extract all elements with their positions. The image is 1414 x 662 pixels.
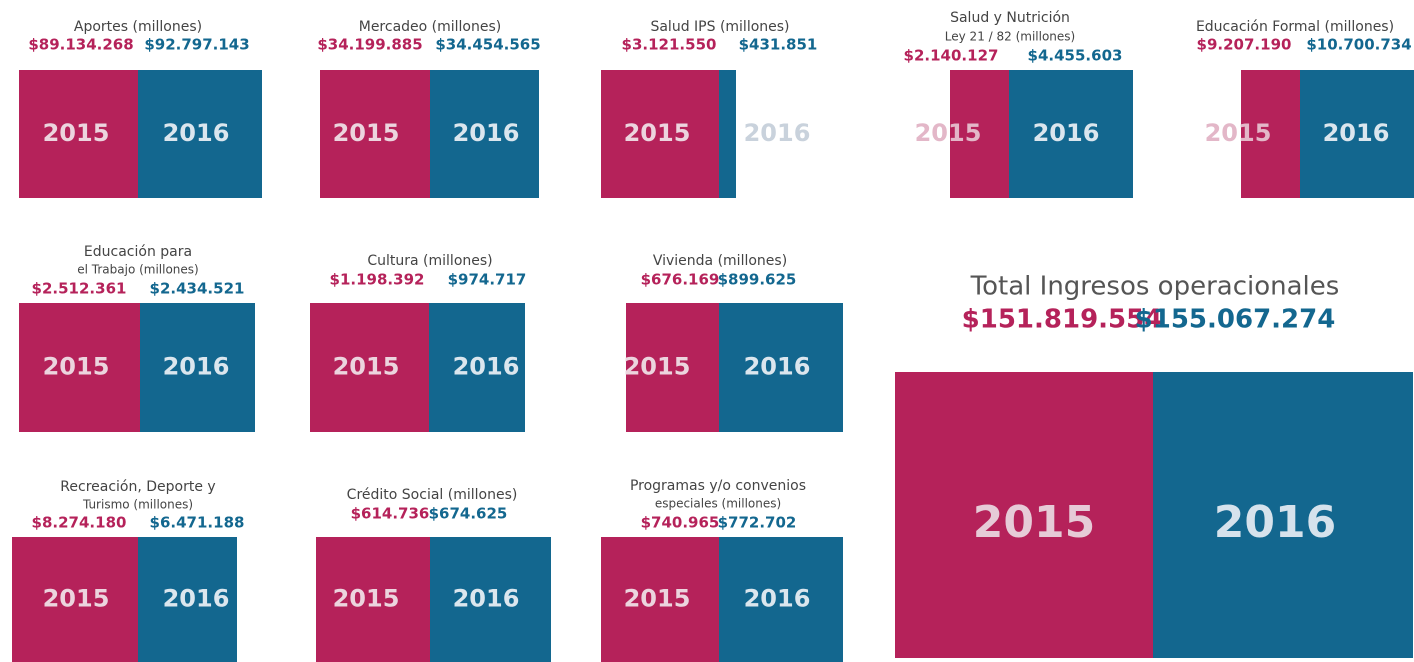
value-label: $8.274.180 [32,514,127,532]
bar-2016 [140,303,255,432]
bar-2016 [138,537,237,662]
year-label: 2016 [163,119,230,147]
bar-2015 [19,70,138,198]
value-label: $676.169 [641,271,720,289]
value-label: $674.625 [429,505,508,523]
year-label: 2015 [624,585,691,613]
year-label: 2016 [453,119,520,147]
value-label: $6.471.188 [150,514,245,532]
total-year-label: 2015 [973,497,1095,548]
value-label: $614.736 [351,505,430,523]
year-label: 2016 [1323,119,1390,147]
year-label: 2015 [333,353,400,381]
bar-2015 [316,537,430,662]
total-value: $151.819.554 [962,305,1163,335]
year-label: 2016 [1033,119,1100,147]
year-label: 2015 [915,119,982,147]
value-label: $772.702 [718,514,797,532]
panel-title: Cultura (millones) [367,253,492,269]
total-title: Total Ingresos operacionales [970,272,1340,302]
value-label: $431.851 [739,36,818,54]
year-label: 2016 [744,585,811,613]
panel-title: Salud IPS (millones) [650,19,789,35]
bar-2016 [430,537,551,662]
value-label: $92.797.143 [144,36,249,54]
value-label: $2.140.127 [904,47,999,65]
bar-2016 [1300,70,1414,198]
value-label: $34.454.565 [435,36,540,54]
panel-title: Mercadeo (millones) [359,19,502,35]
bar-2015 [1241,70,1300,198]
value-label: $34.199.885 [317,36,422,54]
bar-2016 [138,70,262,198]
value-label: $899.625 [718,271,797,289]
bar-2016 [719,70,736,198]
year-label: 2015 [43,585,110,613]
panel-title: Ley 21 / 82 (millones) [945,30,1075,44]
value-label: $740.965 [641,514,720,532]
year-label: 2016 [744,119,811,147]
value-label: $4.455.603 [1028,47,1123,65]
year-label: 2016 [453,353,520,381]
total-bar-2015 [895,372,1153,658]
value-label: $2.512.361 [32,280,127,298]
value-label: $89.134.268 [28,36,133,54]
panel-title: Educación Formal (millones) [1196,19,1394,35]
year-label: 2015 [333,119,400,147]
year-label: 2015 [333,585,400,613]
bar-2015 [19,303,140,432]
bar-2015 [601,537,719,662]
panel-title: Recreación, Deporte y [60,479,215,495]
year-label: 2016 [453,585,520,613]
bar-2015 [310,303,429,432]
year-label: 2015 [1205,119,1272,147]
bar-2015 [320,70,430,198]
year-label: 2015 [43,353,110,381]
bar-2016 [719,537,843,662]
bar-2016 [1009,70,1133,198]
bar-2015 [626,303,719,432]
year-label: 2015 [624,119,691,147]
panel-title: Turismo (millones) [82,498,193,512]
value-label: $974.717 [448,271,527,289]
panel-title: Programas y/o convenios [630,478,806,494]
bar-2016 [719,303,843,432]
year-label: 2016 [163,353,230,381]
bar-2015 [601,70,719,198]
year-label: 2016 [744,353,811,381]
panel-title: Aportes (millones) [74,19,202,35]
bar-2016 [430,70,539,198]
year-label: 2015 [43,119,110,147]
value-label: $9.207.190 [1197,36,1292,54]
year-label: 2016 [163,585,230,613]
total-year-label: 2016 [1214,497,1336,548]
panel-title: Vivienda (millones) [653,253,787,269]
panel-title: especiales (millones) [655,497,781,511]
panel-title: Salud y Nutrición [950,10,1070,26]
value-label: $1.198.392 [330,271,425,289]
year-label: 2015 [624,353,691,381]
panel-title: Crédito Social (millones) [347,487,518,503]
bar-2015 [12,537,138,662]
panel-title: Educación para [84,244,192,260]
value-label: $3.121.550 [622,36,717,54]
total-bar-2016 [1153,372,1413,658]
total-value: $155.067.274 [1135,305,1336,335]
bar-2015 [950,70,1009,198]
value-label: $10.700.734 [1306,36,1411,54]
panel-title: el Trabajo (millones) [77,263,198,277]
value-label: $2.434.521 [150,280,245,298]
bar-2016 [429,303,525,432]
